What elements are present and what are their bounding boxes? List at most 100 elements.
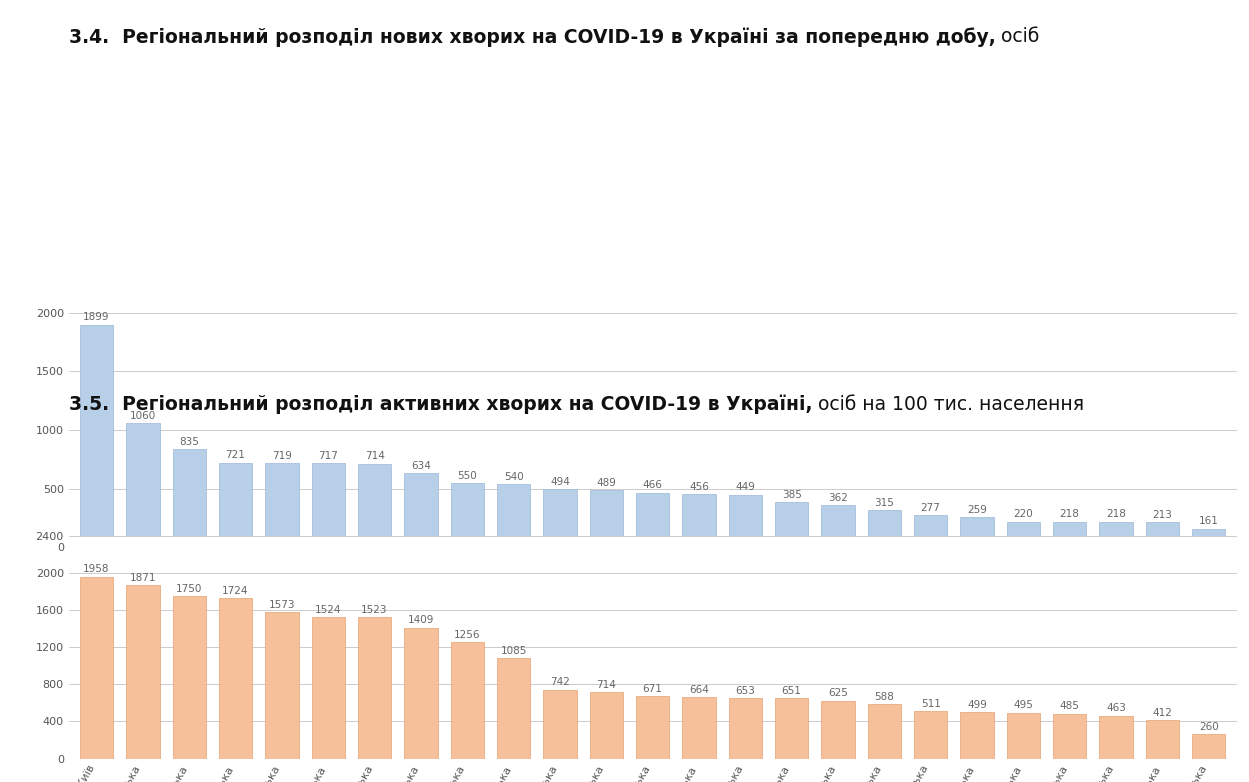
Text: 664: 664 xyxy=(689,685,709,694)
Text: 213: 213 xyxy=(1153,510,1173,520)
Bar xyxy=(1007,712,1040,759)
Bar xyxy=(1192,529,1225,547)
Text: 1899: 1899 xyxy=(84,312,110,322)
Bar xyxy=(1145,720,1179,759)
Bar xyxy=(311,617,345,759)
Bar xyxy=(265,463,299,547)
Bar xyxy=(774,502,808,547)
Text: 315: 315 xyxy=(874,498,894,508)
Text: 1524: 1524 xyxy=(315,604,341,615)
Bar xyxy=(960,712,994,759)
Text: 671: 671 xyxy=(643,684,662,694)
Bar xyxy=(543,690,577,759)
Bar xyxy=(451,482,483,547)
Bar xyxy=(80,576,114,759)
Text: 3.5.  Регіональний розподіл активних хворих на COVID-19 в Україні,: 3.5. Регіональний розподіл активних хвор… xyxy=(69,395,812,414)
Text: 1958: 1958 xyxy=(84,565,110,575)
Text: 385: 385 xyxy=(782,490,802,500)
Bar xyxy=(1192,734,1225,759)
Text: 717: 717 xyxy=(318,451,338,461)
Bar xyxy=(868,704,901,759)
Bar xyxy=(822,701,854,759)
Bar xyxy=(590,692,623,759)
Text: 259: 259 xyxy=(967,504,987,515)
Bar xyxy=(1099,522,1133,547)
Bar xyxy=(405,473,437,547)
Text: 651: 651 xyxy=(782,686,802,696)
Text: 3.4.  Регіональний розподіл нових хворих на COVID-19 в Україні за попередню добу: 3.4. Регіональний розподіл нових хворих … xyxy=(69,27,995,47)
Text: 1085: 1085 xyxy=(501,646,527,655)
Text: 1060: 1060 xyxy=(130,411,156,421)
Text: 1724: 1724 xyxy=(222,586,249,596)
Text: 1871: 1871 xyxy=(130,572,156,583)
Text: 499: 499 xyxy=(967,700,987,710)
Bar xyxy=(822,505,854,547)
Text: 714: 714 xyxy=(365,451,385,461)
Text: осіб: осіб xyxy=(995,27,1039,46)
Bar xyxy=(265,612,299,759)
Text: 634: 634 xyxy=(411,461,431,471)
Text: 218: 218 xyxy=(1107,510,1125,519)
Bar xyxy=(172,450,206,547)
Text: 161: 161 xyxy=(1199,516,1219,526)
Bar xyxy=(451,642,483,759)
Bar xyxy=(682,697,716,759)
Bar xyxy=(1053,713,1087,759)
Text: 588: 588 xyxy=(874,692,894,701)
Text: 277: 277 xyxy=(921,503,940,512)
Text: 218: 218 xyxy=(1059,510,1079,519)
Bar xyxy=(172,596,206,759)
Text: 485: 485 xyxy=(1059,701,1079,712)
Bar xyxy=(311,463,345,547)
Bar xyxy=(960,517,994,547)
Text: 719: 719 xyxy=(272,450,292,461)
Bar xyxy=(543,490,577,547)
Bar xyxy=(126,585,160,759)
Bar xyxy=(80,325,114,547)
Text: 463: 463 xyxy=(1107,703,1125,713)
Text: 489: 489 xyxy=(596,478,616,488)
Text: 653: 653 xyxy=(736,686,756,696)
Bar xyxy=(590,490,623,547)
Bar xyxy=(636,493,669,547)
Bar xyxy=(126,423,160,547)
Bar xyxy=(358,464,391,547)
Text: 835: 835 xyxy=(180,437,199,447)
Text: 449: 449 xyxy=(736,482,756,493)
Text: 495: 495 xyxy=(1013,701,1033,710)
Bar xyxy=(914,515,947,547)
Text: 714: 714 xyxy=(596,680,616,690)
Text: осіб на 100 тис. населення: осіб на 100 тис. населення xyxy=(812,395,1084,414)
Text: 362: 362 xyxy=(828,493,848,503)
Text: 511: 511 xyxy=(921,699,940,708)
Bar xyxy=(868,511,901,547)
Bar xyxy=(219,598,252,759)
Text: 1256: 1256 xyxy=(453,630,481,640)
Text: 550: 550 xyxy=(457,471,477,480)
Bar xyxy=(636,696,669,759)
Text: 494: 494 xyxy=(550,477,570,487)
Bar xyxy=(219,463,252,547)
Bar xyxy=(497,658,531,759)
Text: 1573: 1573 xyxy=(269,601,295,610)
Bar xyxy=(682,494,716,547)
Text: 625: 625 xyxy=(828,688,848,698)
Bar xyxy=(358,617,391,759)
Bar xyxy=(914,711,947,759)
Text: 742: 742 xyxy=(550,677,570,687)
Text: 540: 540 xyxy=(503,472,523,482)
Bar xyxy=(728,495,762,547)
Bar xyxy=(497,484,531,547)
Text: 260: 260 xyxy=(1199,722,1219,732)
Bar xyxy=(1099,716,1133,759)
Text: 1750: 1750 xyxy=(176,584,202,594)
Bar xyxy=(405,628,437,759)
Bar xyxy=(774,698,808,759)
Text: 466: 466 xyxy=(643,480,662,490)
Bar xyxy=(1053,522,1087,547)
Text: 1409: 1409 xyxy=(407,615,435,626)
Text: 721: 721 xyxy=(226,450,246,461)
Text: 1523: 1523 xyxy=(361,605,387,615)
Bar xyxy=(1007,522,1040,547)
Bar xyxy=(1145,522,1179,547)
